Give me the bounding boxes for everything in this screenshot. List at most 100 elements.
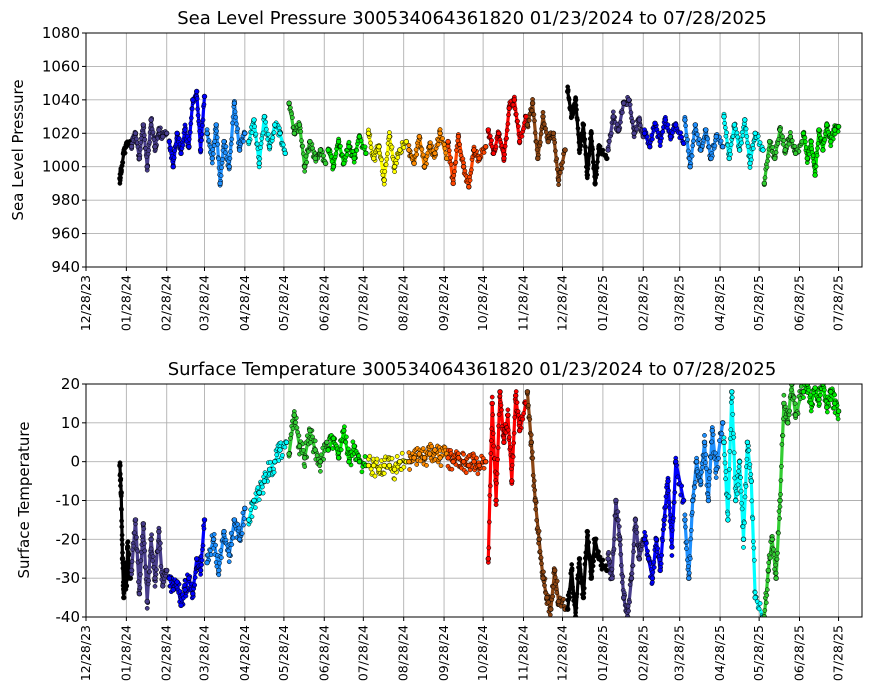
temperature-data-point <box>486 519 492 525</box>
pressure-data-point <box>705 136 711 142</box>
pressure-data-point <box>554 166 560 172</box>
temperature-y-tick-label: -20 <box>56 530 81 548</box>
temperature-series-10 <box>485 389 529 565</box>
temperature-data-point <box>135 548 140 554</box>
pressure-data-point <box>667 133 674 140</box>
temperature-data-point <box>824 409 830 415</box>
pressure-data-point <box>590 147 595 152</box>
pressure-data-point <box>117 175 123 182</box>
pressure-data-point <box>123 142 130 148</box>
pressure-data-point <box>630 119 636 124</box>
temperature-data-point <box>362 454 368 459</box>
temperature-data-point <box>511 430 517 436</box>
pressure-data-point <box>432 150 438 157</box>
temperature-data-point <box>685 563 691 569</box>
temperature-data-point <box>124 544 131 550</box>
temperature-data-point <box>536 528 542 534</box>
pressure-data-point <box>194 96 200 101</box>
temperature-data-point <box>627 599 632 605</box>
temperature-data-point <box>496 412 502 417</box>
temperature-data-point <box>150 558 155 563</box>
pressure-x-tick-label: 02/28/24 <box>159 275 174 331</box>
pressure-data-point <box>379 157 384 163</box>
pressure-data-point <box>553 148 558 154</box>
pressure-series-1 <box>128 116 170 173</box>
temperature-data-point <box>606 549 611 555</box>
temperature-data-point <box>501 435 507 441</box>
temperature-x-tick-label: 05/28/25 <box>751 625 766 681</box>
temperature-data-point <box>356 459 363 465</box>
pressure-data-point <box>747 160 753 167</box>
temperature-data-point <box>727 466 732 472</box>
temperature-data-point <box>719 431 725 437</box>
temperature-data-point <box>132 517 139 523</box>
temperature-data-point <box>312 438 318 444</box>
temperature-data-point <box>314 453 320 458</box>
temperature-data-point <box>497 389 503 395</box>
temperature-data-point <box>325 447 331 453</box>
temperature-data-point <box>118 490 124 496</box>
temperature-data-point <box>501 439 507 445</box>
temperature-data-point <box>255 485 261 490</box>
temperature-data-point <box>746 447 752 453</box>
temperature-data-point <box>301 447 306 453</box>
temperature-series-16 <box>721 389 766 617</box>
temperature-data-point <box>495 457 500 462</box>
temperature-data-point <box>489 394 495 400</box>
temperature-data-point <box>177 589 183 594</box>
pressure-data-point <box>454 147 459 153</box>
pressure-y-tick-label: 1020 <box>42 124 80 142</box>
temperature-data-point <box>576 556 583 562</box>
pressure-data-point <box>596 144 602 150</box>
temperature-data-point <box>344 434 349 440</box>
temperature-data-point <box>579 575 584 580</box>
pressure-data-point <box>692 122 698 128</box>
pressure-data-point <box>246 138 252 145</box>
temperature-data-point <box>152 583 158 589</box>
temperature-x-tick-label: 09/28/24 <box>436 625 451 681</box>
temperature-data-point <box>581 590 587 596</box>
temperature-series-8 <box>406 441 450 472</box>
temperature-data-point <box>200 547 205 552</box>
temperature-data-point <box>655 546 661 551</box>
temperature-data-point <box>542 583 547 588</box>
pressure-data-point <box>526 117 532 123</box>
pressure-data-point <box>217 180 223 187</box>
temperature-data-point <box>288 431 294 437</box>
temperature-data-point <box>283 439 290 445</box>
pressure-data-point <box>403 138 409 145</box>
pressure-data-point <box>354 147 360 153</box>
temperature-series-7 <box>365 450 409 482</box>
temperature-data-point <box>776 530 781 536</box>
temperature-data-point <box>701 439 708 445</box>
temperature-data-point <box>414 462 420 467</box>
pressure-data-point <box>662 117 669 123</box>
pressure-data-point <box>814 153 820 158</box>
pressure-data-point <box>540 109 546 115</box>
pressure-data-point <box>757 140 763 145</box>
pressure-data-point <box>384 156 390 162</box>
temperature-data-point <box>118 476 124 482</box>
pressure-data-point <box>718 138 724 144</box>
temperature-data-point <box>493 502 499 508</box>
pressure-data-point <box>719 144 726 150</box>
temperature-data-point <box>780 433 786 438</box>
pressure-data-point <box>781 138 787 143</box>
temperature-x-tick-label: 12/28/24 <box>555 625 570 681</box>
pressure-data-point <box>290 115 295 120</box>
temperature-data-point <box>707 469 713 474</box>
temperature-data-point <box>591 558 596 564</box>
temperature-data-point <box>541 569 546 575</box>
pressure-data-point <box>532 130 538 136</box>
pressure-data-point <box>545 138 551 145</box>
pressure-data-point <box>302 164 308 170</box>
temperature-data-point <box>765 578 771 583</box>
pressure-data-point <box>138 146 143 152</box>
temperature-series-1 <box>128 517 170 611</box>
pressure-data-point <box>804 155 810 162</box>
pressure-series-10 <box>485 94 529 163</box>
pressure-data-point <box>724 130 729 135</box>
temperature-data-point <box>778 478 784 483</box>
pressure-data-point <box>485 127 491 133</box>
temperature-data-point <box>686 575 692 581</box>
